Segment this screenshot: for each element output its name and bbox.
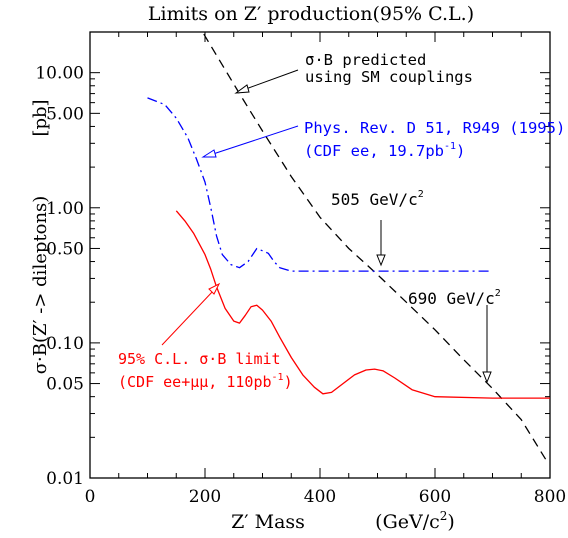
limit-690-sup: 2 [495, 288, 501, 299]
y-tick-label: 1.00 [46, 199, 84, 219]
x-axis-units-sup: 2 [440, 509, 448, 523]
x-tick-label: 0 [85, 487, 96, 507]
run0-line2-sup: -1 [444, 141, 456, 152]
series-line-run0 [147, 97, 493, 272]
y-tick-label: 10.00 [35, 64, 84, 84]
y-tick-label: 0.10 [46, 334, 84, 354]
run0-line2-b: ) [456, 142, 465, 160]
run1-annotation-line1: 95% C.L. σ·B limit [118, 350, 281, 368]
x-tick-label: 200 [189, 487, 221, 507]
sm-annotation-line1: σ·B predicted [305, 51, 426, 69]
run1-annotation-line2: (CDF ee+μμ, 110pb-1) [118, 372, 293, 391]
limit-690-label: 690 GeV/c2 [408, 288, 501, 308]
x-tick-label: 800 [534, 487, 566, 507]
y-axis-label: σ·B(Z′ -> dileptons) [30, 196, 51, 375]
x-axis-label: Z′ Mass [231, 511, 305, 533]
x-tick-label: 400 [304, 487, 336, 507]
y-tick-label: 5.00 [46, 104, 84, 124]
run1-arrow-head [208, 282, 221, 295]
annotation-arrows [161, 69, 492, 384]
x-axis-units-close: ) [447, 511, 454, 533]
limit-690-arrow-head [482, 371, 492, 384]
limit-690-text: 690 GeV/c [408, 289, 495, 308]
limit-505-label: 505 GeV/c2 [331, 189, 424, 209]
run1-line2-sup: -1 [272, 372, 284, 383]
axis-ticks [89, 31, 551, 479]
x-tick-label: 600 [419, 487, 451, 507]
axis-tick-labels: 0 200 400 600 800 0.01 0.05 0.10 0.50 1.00 5.00 10.… [35, 64, 566, 507]
sm-annotation-line2: using SM couplings [305, 68, 473, 86]
run1-line2-b: ) [284, 373, 293, 391]
y-axis-label-text: σ·B(Z′ -> dileptons) [30, 196, 51, 375]
run1-line2-a: (CDF ee+μμ, 110pb [118, 373, 272, 391]
limit-505-arrow-head [376, 254, 386, 267]
limit-505-text: 505 GeV/c [331, 190, 418, 209]
y-axis-units: [pb] [30, 99, 51, 136]
sm-arrow-head [234, 84, 250, 94]
sm-arrow-line [242, 69, 299, 91]
series-line-sm [203, 33, 548, 463]
run0-arrow-head [201, 149, 217, 158]
limit-505-sup: 2 [418, 189, 424, 200]
run0-line2-a: (CDF ee, 19.7pb [304, 142, 444, 160]
run1-arrow-line [161, 289, 215, 346]
chart-title: Limits on Z′ production(95% C.L.) [148, 3, 474, 25]
y-tick-label: 0.05 [46, 375, 84, 395]
run0-annotation-line1: Phys. Rev. D 51, R949 (1995) [304, 119, 565, 137]
y-tick-label: 0.01 [46, 469, 84, 489]
y-tick-label: 0.50 [46, 239, 84, 259]
series-line-run1 [175, 210, 550, 399]
run0-arrow-line [209, 125, 299, 156]
run0-annotation-line2: (CDF ee, 19.7pb-1) [304, 141, 465, 160]
series-lines [147, 33, 550, 463]
